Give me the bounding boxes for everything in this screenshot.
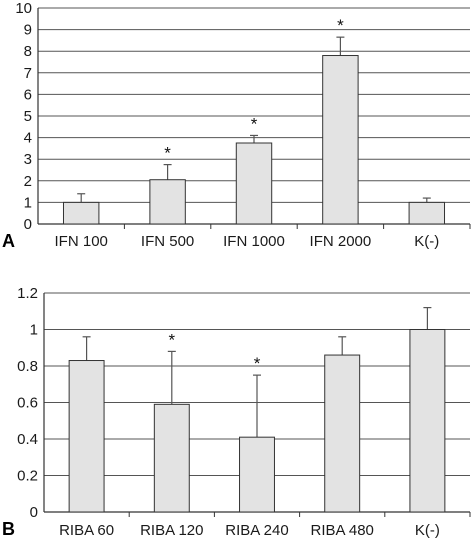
y-tick-label: 1.2 [17,285,38,302]
chart-panel-b: 0 0.2 0.4 0.6 0.8 1 1.2 RIBA 60 * RIBA 120 * RIBA 2… [17,285,471,538]
y-tick-label: 0.6 [17,395,38,412]
significance-star: * [251,114,258,133]
bar [322,55,359,225]
bar [62,201,100,225]
x-category-label: IFN 100 [55,233,108,250]
y-tick-label: 3 [24,151,32,168]
y-tick-label: 0.4 [17,431,38,448]
y-tick-label: 0 [24,216,32,233]
x-category-label: K(-) [414,233,439,250]
y-tick-label: 10 [15,0,32,17]
y-tick-label: 2 [24,173,32,190]
bar [235,142,273,225]
panel-label-a: A [2,231,15,251]
bar [149,179,186,225]
bar [408,201,446,225]
y-tick-label: 6 [24,86,32,103]
x-category-label: IFN 2000 [310,233,372,250]
y-tick-label: 0.8 [17,358,38,375]
x-category-label: RIBA 480 [311,522,374,538]
y-tick-label: 1 [30,322,38,339]
bar [324,354,361,513]
x-category-label: IFN 1000 [223,233,285,250]
bar [239,436,275,513]
bar [68,360,105,513]
x-category-label: K(-) [415,522,440,538]
x-category-label: RIBA 240 [225,522,288,538]
y-tick-label: 4 [24,130,32,147]
significance-star: * [254,354,261,373]
y-tick-label: 0 [30,504,38,521]
y-tick-label: 0.2 [17,468,38,485]
panel-label-b: B [2,519,15,538]
y-tick-label: 8 [24,43,32,60]
y-tick-label: 7 [24,65,32,82]
y-tick-label: 1 [24,194,32,211]
significance-star: * [164,144,171,163]
chart-panel-a: 0 1 2 3 4 5 6 7 8 9 10 IFN 100 * IFN 500 * IFN 1000 * IFN… [15,0,471,250]
y-tick-label: 5 [24,108,32,125]
x-category-label: RIBA 120 [140,522,203,538]
significance-star: * [337,16,344,35]
bar [153,403,190,513]
x-category-label: RIBA 60 [59,522,114,538]
x-category-label: IFN 500 [141,233,194,250]
significance-star: * [168,330,175,349]
bar [409,329,446,513]
y-tick-label: 9 [24,22,32,39]
